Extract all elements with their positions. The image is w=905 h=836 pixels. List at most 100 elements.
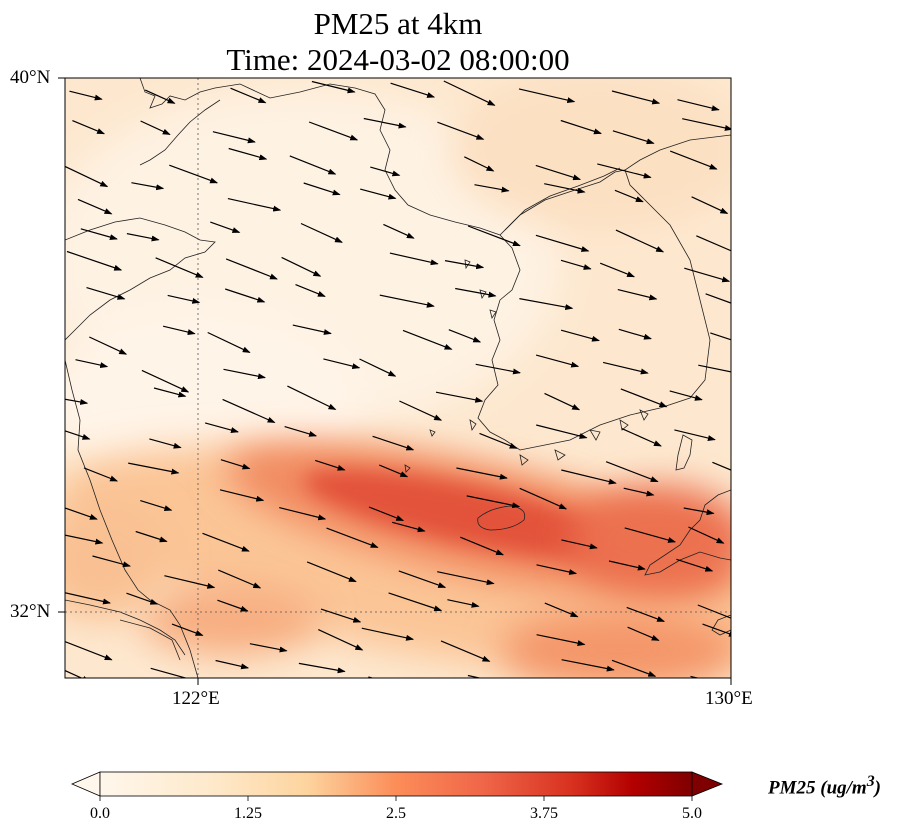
wind-arrow <box>460 536 505 556</box>
wind-arrow <box>292 324 332 335</box>
map-title: PM25 at 4km <box>313 6 483 41</box>
wind-arrow <box>669 390 703 401</box>
wind-arrow <box>620 388 668 408</box>
lat-label-40n: 40°N <box>10 67 51 88</box>
wind-arrow <box>561 539 598 550</box>
wind-arrow <box>65 430 91 440</box>
wind-arrow <box>80 228 118 240</box>
wind-arrow <box>65 165 109 188</box>
wind-arrow <box>69 90 103 101</box>
wind-arrow <box>65 398 89 405</box>
wind-arrow <box>383 223 415 239</box>
wind-arrow <box>456 467 508 480</box>
wind-arrow <box>447 599 480 608</box>
wind-arrow <box>212 131 256 144</box>
wind-arrow <box>363 117 407 129</box>
wind-arrow <box>167 294 201 304</box>
wind-arrow <box>669 150 718 170</box>
wind-arrow <box>602 361 649 375</box>
wind-arrow <box>228 147 268 161</box>
wind-arrow <box>623 487 655 497</box>
wind-arrow <box>65 534 104 545</box>
wind-arrow <box>359 358 397 377</box>
wind-arrow <box>608 560 646 571</box>
wind-arrow <box>89 336 128 355</box>
wind-arrow <box>128 462 180 475</box>
wind-arrow <box>83 467 119 482</box>
wind-arrow <box>300 222 343 243</box>
wind-arrow <box>65 507 98 520</box>
wind-arrow <box>225 288 266 303</box>
wind-arrow <box>705 293 731 304</box>
wind-arrow <box>698 364 731 373</box>
colorbar-label: PM25 (ug/m3) <box>768 773 881 799</box>
wind-arrow <box>560 329 600 342</box>
wind-arrow <box>135 530 168 543</box>
wind-arrow <box>75 359 109 369</box>
pm25-field <box>65 78 731 678</box>
wind-arrow <box>464 156 495 172</box>
wind-arrow <box>448 329 482 343</box>
wind-arrow <box>220 459 251 470</box>
wind-arrow <box>535 164 582 181</box>
colorbar-gradient <box>99 771 693 797</box>
wind-arrow <box>688 526 725 544</box>
wind-arrow <box>155 257 204 278</box>
wind-arrow <box>389 252 439 266</box>
wind-arrow <box>289 155 337 175</box>
wind-arrow <box>561 659 615 672</box>
wind-arrow <box>360 188 397 200</box>
wind-arrow <box>624 527 677 543</box>
colorbar <box>70 771 724 801</box>
wind-arrow <box>617 289 658 301</box>
wind-arrow <box>388 592 443 612</box>
wind-arrow <box>402 329 453 350</box>
wind-arrow <box>691 196 729 214</box>
wind-arrow <box>398 570 447 588</box>
wind-arrow <box>65 640 113 661</box>
wind-arrow <box>65 669 91 678</box>
wind-arrow <box>467 225 521 247</box>
wind-arrow <box>614 189 644 203</box>
wind-arrow <box>227 198 282 212</box>
coastlines <box>65 78 731 678</box>
wind-arrow <box>164 575 216 589</box>
wind-arrow <box>611 659 657 677</box>
wind-arrow <box>144 89 176 104</box>
wind-arrow <box>215 659 250 670</box>
wind-arrow <box>702 623 731 637</box>
wind-arrow <box>684 267 731 283</box>
wind-arrow <box>219 489 265 502</box>
gridlines <box>65 78 731 678</box>
colorbar-label-superscript: 3 <box>866 773 875 790</box>
colorbar-tick-4: 5.0 <box>682 805 702 822</box>
wind-arrow <box>455 287 497 298</box>
wind-arrow <box>131 182 165 191</box>
wind-arrow <box>279 507 327 521</box>
axis-ticks <box>58 77 732 685</box>
map-time-subtitle: Time: 2024-03-02 08:00:00 <box>226 42 570 77</box>
colorbar-max-extend <box>691 771 724 797</box>
wind-arrow <box>372 435 415 451</box>
wind-arrow <box>444 260 485 270</box>
wind-arrow <box>443 80 496 106</box>
wind-arrow <box>676 558 714 572</box>
wind-arrow <box>210 221 241 233</box>
wind-arrow <box>315 459 346 471</box>
wind-arrow <box>318 629 364 651</box>
wind-arrow <box>218 569 262 589</box>
wind-arrow <box>518 88 576 104</box>
wind-arrow <box>323 358 361 370</box>
wind-arrow <box>674 429 716 441</box>
lat-label-32n: 32°N <box>10 601 51 622</box>
colorbar-tick-1: 1.25 <box>234 805 262 822</box>
wind-arrow <box>368 676 375 678</box>
wind-arrow <box>544 602 579 618</box>
wind-arrow <box>284 426 318 437</box>
wind-arrow <box>295 284 326 297</box>
wind-arrow <box>466 495 521 509</box>
wind-arrow <box>390 82 436 98</box>
colorbar-tick-2: 2.5 <box>386 805 406 822</box>
wind-arrow <box>361 627 415 641</box>
wind-arrow <box>370 166 401 177</box>
